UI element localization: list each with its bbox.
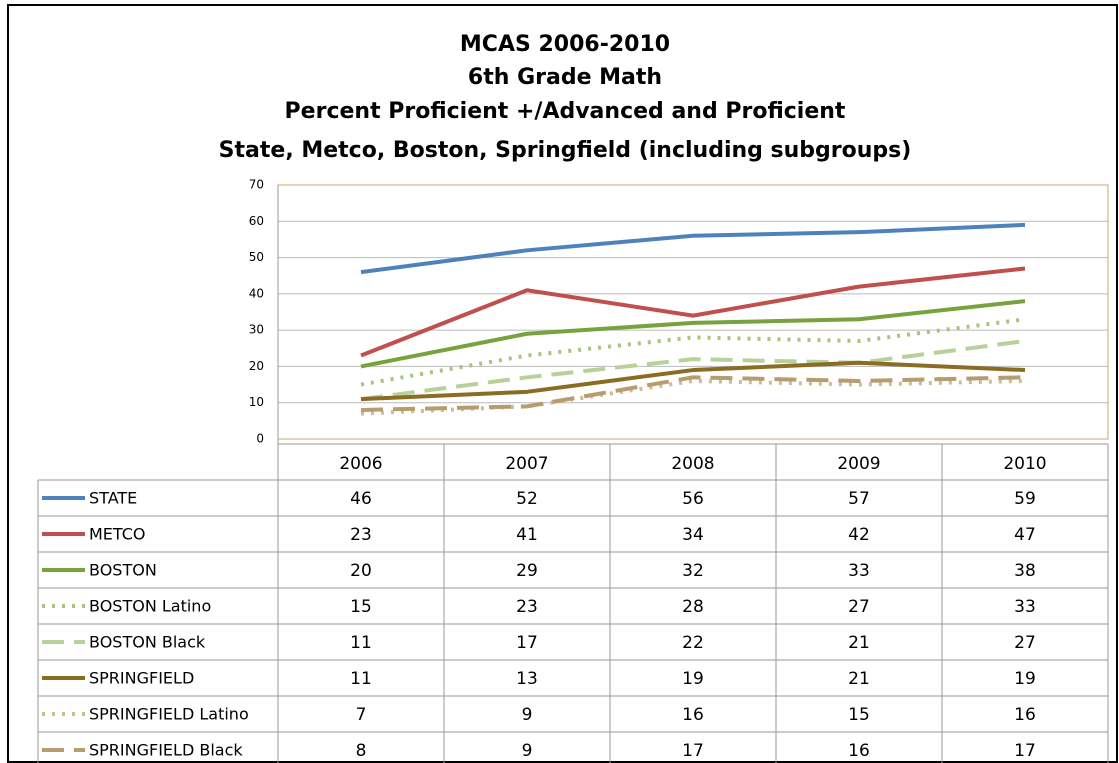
series-line <box>360 360 1026 402</box>
legend-label: BOSTON Latino <box>89 597 211 616</box>
y-tick-label: 10 <box>249 395 264 409</box>
table-value: 57 <box>848 489 870 509</box>
table-value: 11 <box>350 633 372 653</box>
table-value: 59 <box>1014 489 1036 509</box>
table-value: 9 <box>522 741 533 761</box>
table-value: 16 <box>682 705 704 725</box>
table-value: 21 <box>848 669 870 689</box>
table-value: 34 <box>682 525 704 545</box>
table-value: 22 <box>682 633 704 653</box>
table-value: 21 <box>848 633 870 653</box>
chart-frame <box>7 4 1118 763</box>
x-tick-label: 2009 <box>837 454 880 474</box>
table-value: 15 <box>350 597 372 617</box>
table-value: 28 <box>682 597 704 617</box>
y-tick-label: 40 <box>249 286 264 300</box>
table-value: 13 <box>516 669 538 689</box>
x-tick-label: 2006 <box>339 454 382 474</box>
series-line <box>360 375 1026 412</box>
y-tick-label: 30 <box>249 323 264 337</box>
series-line <box>360 317 1026 387</box>
y-tick-label: 70 <box>249 178 264 192</box>
table-value: 17 <box>1014 741 1036 761</box>
y-tick-label: 50 <box>249 250 264 264</box>
table-value: 11 <box>350 669 372 689</box>
x-tick-label: 2008 <box>671 454 714 474</box>
table-value: 33 <box>1014 597 1036 617</box>
table-value: 42 <box>848 525 870 545</box>
table-value: 41 <box>516 525 538 545</box>
table-value: 27 <box>1014 633 1036 653</box>
table-value: 16 <box>1014 705 1036 725</box>
x-tick-label: 2010 <box>1003 454 1046 474</box>
series-line <box>360 299 1026 369</box>
series-line <box>360 222 1026 275</box>
table-value: 23 <box>350 525 372 545</box>
legend-label: METCO <box>89 525 146 544</box>
legend-label: SPRINGFIELD Latino <box>89 705 249 724</box>
legend-label: SPRINGFIELD Black <box>89 741 243 760</box>
table-value: 8 <box>356 741 367 761</box>
table-value: 38 <box>1014 561 1036 581</box>
series-line <box>360 266 1026 358</box>
legend-label: STATE <box>89 489 137 508</box>
y-tick-label: 20 <box>249 359 264 373</box>
table-value: 33 <box>848 561 870 581</box>
table-value: 52 <box>516 489 538 509</box>
table-value: 29 <box>516 561 538 581</box>
series-line <box>360 339 1026 402</box>
table-value: 15 <box>848 705 870 725</box>
table-value: 32 <box>682 561 704 581</box>
legend-label: BOSTON <box>89 561 157 580</box>
table-value: 16 <box>848 741 870 761</box>
table-value: 56 <box>682 489 704 509</box>
table-value: 20 <box>350 561 372 581</box>
chart-title: Percent Proficient +/Advanced and Profic… <box>285 99 846 124</box>
table-value: 47 <box>1014 525 1036 545</box>
table-value: 19 <box>682 669 704 689</box>
legend-label: BOSTON Black <box>89 633 206 652</box>
chart-title: MCAS 2006-2010 <box>460 32 670 57</box>
legend-label: SPRINGFIELD <box>89 669 194 688</box>
table-value: 17 <box>516 633 538 653</box>
table-value: 23 <box>516 597 538 617</box>
y-tick-label: 0 <box>256 432 264 446</box>
chart-title: State, Metco, Boston, Springfield (inclu… <box>219 138 912 163</box>
y-tick-label: 60 <box>249 214 264 228</box>
table-value: 9 <box>522 705 533 725</box>
x-tick-label: 2007 <box>505 454 548 474</box>
table-value: 17 <box>682 741 704 761</box>
chart-title: 6th Grade Math <box>468 65 662 90</box>
table-value: 27 <box>848 597 870 617</box>
table-value: 7 <box>356 705 367 725</box>
table-value: 46 <box>350 489 372 509</box>
table-value: 19 <box>1014 669 1036 689</box>
